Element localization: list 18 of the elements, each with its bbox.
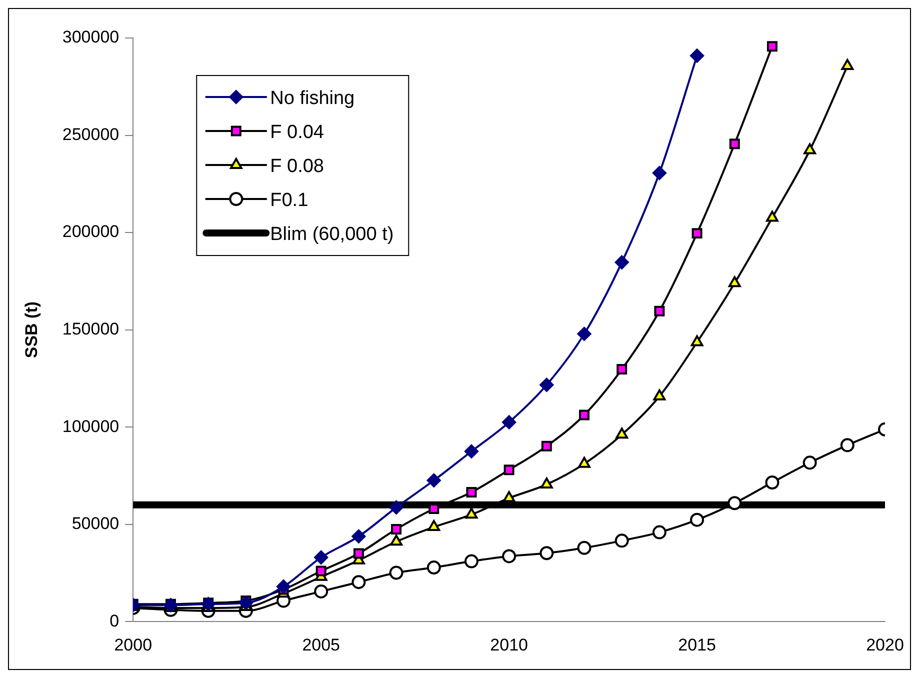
legend-label: No fishing <box>270 88 355 110</box>
y-tick-label: 250000 <box>62 124 120 144</box>
y-axis-title: SSB (t) <box>22 301 41 358</box>
legend-label: F 0.04 <box>270 122 324 144</box>
legend-label: F0.1 <box>270 190 308 212</box>
y-tick-label: 150000 <box>62 319 120 338</box>
x-tick-label: 2000 <box>114 635 152 654</box>
legend-label: Blim (60,000 t) <box>270 224 394 246</box>
y-tick-label: 50000 <box>72 514 120 534</box>
x-tick-label: 2015 <box>678 635 716 654</box>
y-tick-label: 200000 <box>62 222 120 242</box>
x-tick-label: 2005 <box>302 635 340 654</box>
y-tick-label: 100000 <box>62 416 120 436</box>
y-tick-label: 300000 <box>62 28 120 47</box>
legend-label: F 0.08 <box>270 156 324 178</box>
x-tick-label: 2020 <box>866 635 904 654</box>
x-tick-label: 2010 <box>490 635 528 654</box>
y-tick-label: 0 <box>110 611 120 630</box>
